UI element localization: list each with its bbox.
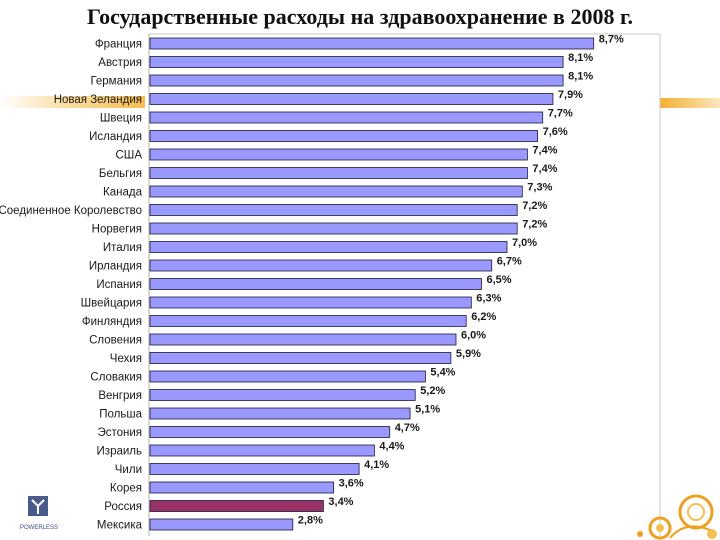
category-label: Бельгия — [99, 168, 142, 180]
value-label: 4,4% — [379, 441, 404, 453]
category-label: Чили — [115, 464, 142, 476]
bar — [149, 444, 375, 457]
category-label: Финляндия — [82, 316, 142, 328]
bar — [149, 518, 294, 531]
category-label: Новая Зеландия — [54, 94, 142, 106]
category-label: Словакия — [90, 372, 142, 384]
value-label: 2,8% — [298, 515, 323, 527]
category-label: Польша — [99, 409, 142, 421]
bar — [149, 278, 482, 290]
value-label: 8,1% — [568, 71, 593, 83]
value-label: 4,7% — [395, 422, 420, 434]
bar — [149, 222, 518, 235]
value-label: 3,6% — [339, 478, 364, 490]
value-label: 7,6% — [543, 126, 568, 138]
value-label: 3,4% — [328, 496, 353, 508]
category-label: Венгрия — [98, 390, 142, 402]
value-label: 8,1% — [568, 52, 593, 64]
decorative-swirl-icon — [637, 494, 717, 540]
bar — [149, 130, 539, 142]
category-label: Чехия — [110, 353, 142, 365]
bar — [149, 204, 518, 216]
category-label: Италия — [103, 242, 142, 254]
category-label: Эстония — [97, 427, 142, 439]
value-label: 8,7% — [599, 34, 624, 46]
bar — [149, 333, 457, 346]
bar — [149, 259, 493, 272]
bar — [149, 167, 528, 179]
category-label: Норвегия — [92, 224, 142, 236]
logo-text: POWERLESS — [20, 525, 58, 531]
category-label: Канада — [103, 187, 143, 199]
bar — [149, 93, 554, 105]
category-label: Франция — [95, 39, 142, 51]
value-label: 7,2% — [522, 200, 547, 212]
bar — [149, 481, 335, 494]
category-label: Корея — [110, 483, 142, 495]
bar — [149, 352, 452, 364]
category-label: Словения — [89, 335, 142, 347]
value-label: 7,0% — [512, 237, 537, 249]
bar-highlighted — [149, 500, 324, 512]
value-label: 7,4% — [532, 145, 557, 157]
value-label: 7,7% — [548, 108, 573, 120]
bar — [149, 370, 426, 383]
value-label: 5,1% — [415, 404, 440, 416]
logo-icon: POWERLESS — [20, 496, 58, 531]
category-label: Ирландия — [89, 261, 142, 273]
bar — [149, 148, 528, 161]
category-label: Испания — [96, 279, 142, 291]
decorative-band-right — [660, 98, 720, 108]
category-label: Россия — [104, 501, 142, 513]
bar — [149, 296, 472, 309]
category-label: Мексика — [97, 520, 143, 532]
value-label: 4,1% — [364, 459, 389, 471]
category-label: Исландия — [89, 131, 142, 143]
category-label: Соединенное Королевство — [0, 205, 142, 217]
category-label: Израиль — [97, 446, 142, 458]
value-label: 6,7% — [497, 256, 522, 268]
value-label: 7,2% — [522, 219, 547, 231]
category-label: Швейцария — [81, 298, 142, 310]
bar — [149, 37, 595, 50]
bar — [149, 407, 411, 420]
value-label: 5,4% — [430, 367, 455, 379]
decorative-band-left — [0, 96, 145, 108]
category-label: США — [115, 150, 142, 162]
value-label: 5,2% — [420, 385, 445, 397]
bar — [149, 56, 564, 68]
category-label: Швеция — [100, 113, 142, 125]
bar — [149, 426, 391, 438]
bar — [149, 315, 467, 327]
slide-title: Государственные расходы на здравоохранен… — [87, 4, 633, 29]
value-label: 6,5% — [487, 274, 512, 286]
value-label: 6,0% — [461, 330, 486, 342]
value-label: 7,4% — [532, 163, 557, 175]
bar — [149, 241, 508, 253]
value-label: 7,9% — [558, 89, 583, 101]
category-label: Германия — [90, 76, 142, 88]
value-label: 6,2% — [471, 311, 496, 323]
value-label: 5,9% — [456, 348, 481, 360]
bar — [149, 185, 523, 198]
value-label: 7,3% — [527, 182, 552, 194]
bar — [149, 389, 416, 401]
bar — [149, 74, 564, 87]
category-label: Австрия — [98, 57, 142, 69]
bar — [149, 463, 360, 475]
value-label: 6,3% — [476, 293, 501, 305]
bar — [149, 111, 544, 124]
